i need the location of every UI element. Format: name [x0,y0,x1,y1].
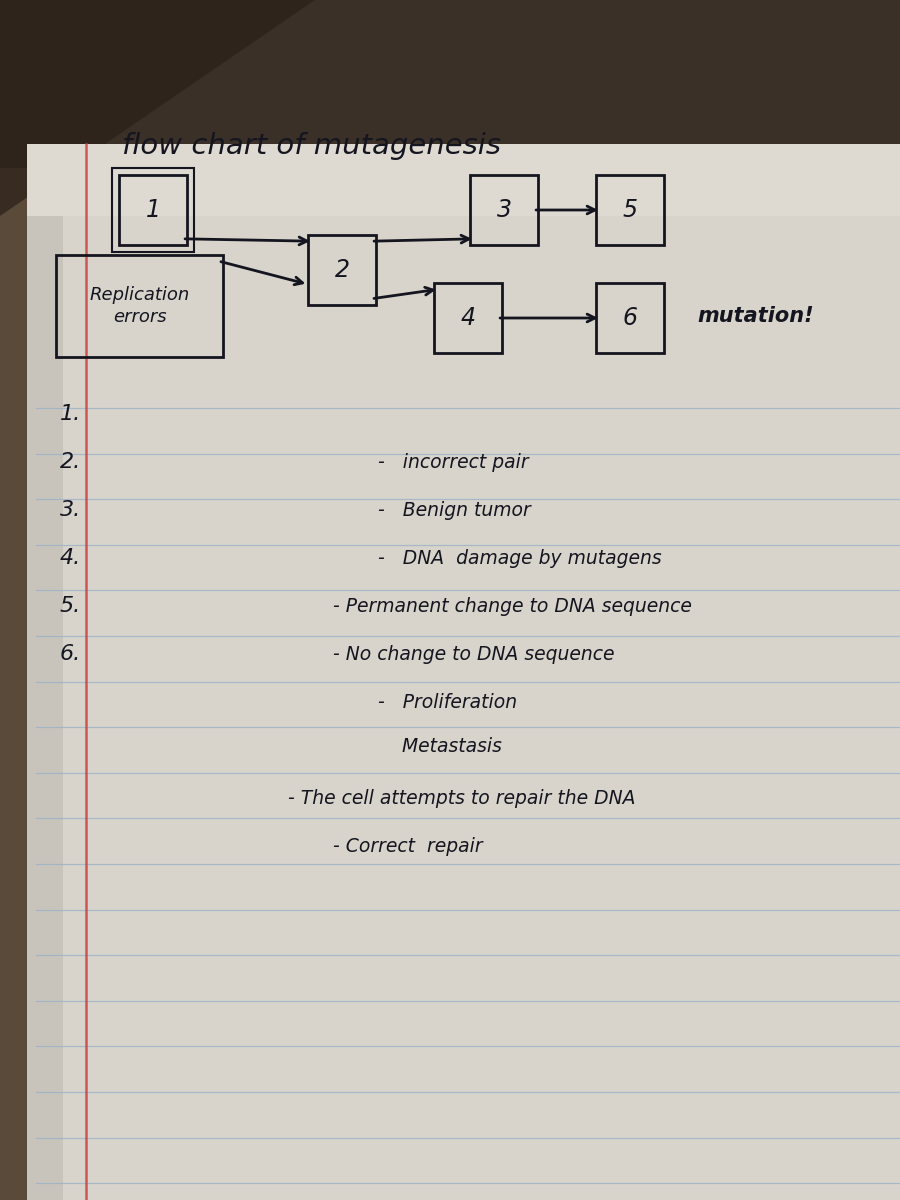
Text: -   Proliferation: - Proliferation [378,692,518,712]
Text: 3: 3 [497,198,511,222]
Text: 4: 4 [461,306,475,330]
Text: Metastasis: Metastasis [378,737,502,756]
Text: Replication
errors: Replication errors [89,286,190,326]
Text: 5: 5 [623,198,637,222]
Text: - No change to DNA sequence: - No change to DNA sequence [333,644,615,664]
Text: -   Benign tumor: - Benign tumor [378,500,531,520]
Bar [27,144,900,216]
Text: 4.: 4. [59,548,81,568]
Text: 6.: 6. [59,644,81,664]
Text: -   incorrect pair: - incorrect pair [378,452,528,472]
Text: 2.: 2. [59,452,81,472]
Text: 6: 6 [623,306,637,330]
Text: 1.: 1. [59,404,81,424]
Text: - Permanent change to DNA sequence: - Permanent change to DNA sequence [333,596,692,616]
Bar [0,0,900,168]
Bar [27,144,900,1200]
Text: - Correct  repair: - Correct repair [333,836,482,856]
Polygon shape [0,0,315,216]
Text: 2: 2 [335,258,349,282]
Text: mutation!: mutation! [698,306,814,325]
Text: 1: 1 [146,198,160,222]
Bar [27,144,63,1200]
Text: flow chart of mutagenesis: flow chart of mutagenesis [122,132,500,161]
Text: - The cell attempts to repair the DNA: - The cell attempts to repair the DNA [288,788,635,808]
Text: -   DNA  damage by mutagens: - DNA damage by mutagens [378,548,662,568]
Text: 3.: 3. [59,500,81,520]
Text: 5.: 5. [59,596,81,616]
